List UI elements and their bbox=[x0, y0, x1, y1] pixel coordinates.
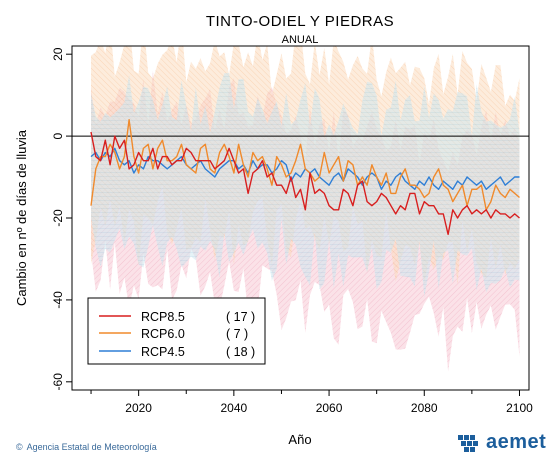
y-axis-label: Cambio en nº de días de lluvia bbox=[14, 129, 29, 306]
y-tick-label: 20 bbox=[51, 47, 65, 61]
chart-title: TINTO-ODIEL Y PIEDRAS bbox=[206, 13, 394, 30]
legend-count-rcp85: ( 17 ) bbox=[226, 310, 255, 324]
legend-box bbox=[87, 297, 266, 365]
y-tick-label: -60 bbox=[51, 373, 65, 391]
x-tick-label: 2020 bbox=[125, 401, 152, 415]
credit-text: Agencia Estatal de Meteorología bbox=[26, 442, 157, 452]
y-tick-label: -40 bbox=[51, 291, 65, 309]
x-tick-label: 2080 bbox=[411, 401, 438, 415]
y-axis: 20 0 -20 -40 -60 bbox=[51, 47, 72, 390]
series-lines bbox=[90, 118, 520, 236]
aemet-logo: aemet bbox=[456, 431, 546, 454]
y-tick-label: -20 bbox=[51, 209, 65, 227]
uncertainty-bands bbox=[91, 46, 520, 372]
legend-count-rcp60: ( 7 ) bbox=[226, 327, 248, 341]
legend-label-rcp60: RCP6.0 bbox=[141, 327, 185, 341]
y-tick-label: 0 bbox=[51, 132, 65, 139]
line-rcp60 bbox=[90, 118, 520, 211]
aemet-logo-icon bbox=[458, 434, 478, 452]
band-rcp45 bbox=[91, 72, 520, 297]
chart-subtitle: ANUAL bbox=[282, 34, 319, 46]
x-tick-label: 2040 bbox=[221, 401, 248, 415]
legend-label-rcp85: RCP8.5 bbox=[141, 310, 185, 324]
x-tick-label: 2060 bbox=[316, 401, 343, 415]
aemet-logo-text: aemet bbox=[486, 431, 547, 453]
line-rcp85 bbox=[90, 131, 520, 236]
x-axis: 2020 2040 2060 2080 2100 bbox=[90, 390, 533, 415]
x-axis-label: Año bbox=[288, 432, 311, 447]
copyright-icon: © bbox=[16, 442, 23, 452]
legend-label-rcp45: RCP4.5 bbox=[141, 345, 185, 359]
legend-count-rcp45: ( 18 ) bbox=[226, 345, 255, 359]
legend: RCP8.5 ( 17 ) RCP6.0 ( 7 ) RCP4.5 ( 18 ) bbox=[87, 297, 266, 365]
credit-footer: © Agencia Estatal de Meteorología bbox=[16, 442, 157, 452]
x-tick-label: 2100 bbox=[506, 401, 533, 415]
